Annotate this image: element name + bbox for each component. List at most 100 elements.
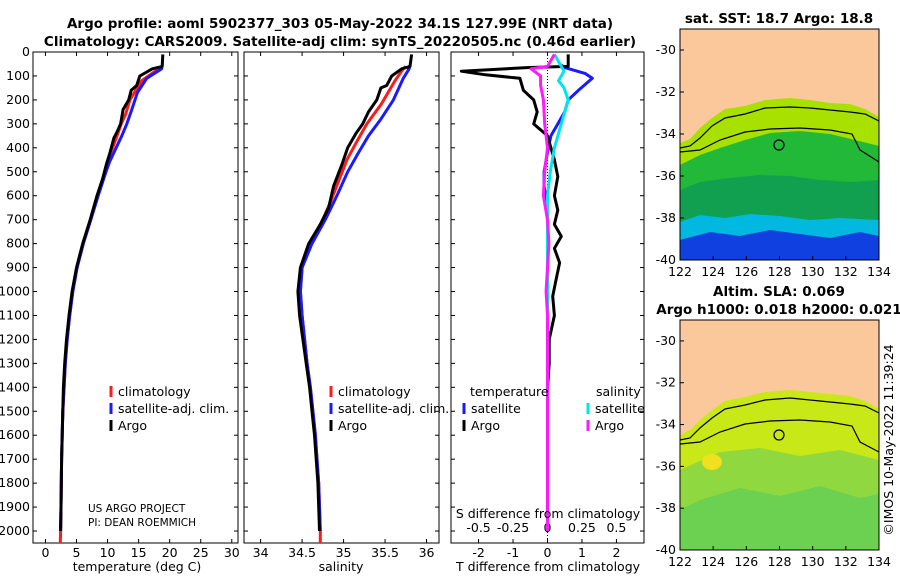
sla-coastline [680,397,879,441]
sst-float-marker [773,139,785,151]
sla-float-marker [773,429,785,441]
depth-tick-label: 400 [6,140,30,155]
temp-series-climatology [58,66,161,544]
sst-xtick-label: 134 [867,264,891,279]
depth-tick-label: 300 [6,116,30,131]
sst-xtick-label: 128 [768,264,792,279]
depth-tick-label: 1200 [0,331,30,346]
sst-ytick-label: -38 [656,210,676,225]
sdiff-tick-label: -0.25 [497,520,529,535]
temp-series-satellite-adj-clim- [59,64,164,532]
depth-tick-label: 600 [6,188,30,203]
sal-xtick-label: 34.5 [288,545,316,560]
depth-tick-label: 700 [6,212,30,227]
temp-panel: 0 5 10 15 20 25 300100200300400500600700800900… [0,44,240,560]
sst-ytick-label: -30 [656,42,676,57]
tdiff-xtick-label: 0 [544,545,552,560]
difference-legend: temperature satellite Argo salinity sate… [462,384,645,433]
depth-tick-label: 800 [6,236,30,251]
sal-frame [243,51,440,544]
sdiff-tick-label: 0.5 [606,520,626,535]
depth-tick-label: 1500 [0,403,30,418]
temp-xtick-label: 25 [193,545,209,560]
sal-xtick-label: 35 [336,545,352,560]
title-line-2: Climatology: CARS2009. Satellite-adj cli… [44,34,636,50]
sla-xtick-label: 128 [768,554,792,569]
tdiff-xtick-label: -2 [472,545,484,560]
sla-shelf-contour [680,419,879,453]
salinity-legend: climatology satellite-adj. clim. Argo [329,384,449,433]
sst-shelf-contour [680,127,879,163]
legend-temp-sat-label: satellite [471,401,521,416]
depth-tick-label: 900 [6,260,30,275]
temp-xlabel: temperature (deg C) [73,559,202,574]
sla-ytick-label: -34 [656,417,676,432]
depth-tick-label: 200 [6,92,30,107]
sst-map-title: sat. SST: 18.7 Argo: 18.8 [685,11,873,27]
depth-tick-label: 100 [6,68,30,83]
credit-project: US ARGO PROJECT [88,503,186,515]
sst-xtick-label: 124 [701,264,725,279]
sla-title: Altim. SLA: 0.069 [713,284,845,300]
sla-ytick-label: -30 [656,333,676,348]
sst-ytick-label: -40 [656,252,676,267]
depth-tick-label: 1900 [0,499,30,514]
temp-xtick-label: 30 [224,545,240,560]
depth-tick-label: 1300 [0,355,30,370]
temperature-legend: climatology satellite-adj. clim. Argo [109,384,229,433]
sdiff-xlabel: S difference from climatology [456,506,641,521]
sst-coastline [680,106,879,149]
sla-band-2 [680,486,879,550]
sla-xtick-label: 134 [867,554,891,569]
legend-sal-argo-label: Argo [595,418,624,433]
sal-xlabel: salinity [319,559,364,574]
temp-frame [32,51,239,544]
sdiff-tick-label: -0.5 [466,520,490,535]
depth-tick-label: 0 [22,44,30,59]
sst-ytick-label: -36 [656,168,676,183]
depth-tick-label: 1800 [0,475,30,490]
depth-tick-label: 1600 [0,427,30,442]
legend-sat-label: satellite-adj. clim. [118,401,229,416]
sst-map: 122 124 126 128 130 132 134 -40 -38 -36 -34 -32 -30 [656,28,891,279]
sla-ytick-label: -38 [656,500,676,515]
sla-xtick-label: 132 [834,554,858,569]
legend-salinity-heading: salinity [596,384,641,399]
sla-xtick-label: 126 [734,554,758,569]
tdiff-series-temperature-satellite [542,63,594,531]
steric-title: Argo h1000: 0.018 h2000: 0.021 [656,302,900,318]
sal-xtick-label: 34 [253,545,269,560]
title-line-1: Argo profile: aoml 5902377_303 05-May-20… [67,16,613,32]
sal-xtick-label: 36 [419,545,435,560]
tdiff-series-salinity-argo [529,53,556,531]
sla-map: 122 124 126 128 130 132 134 -40 -38 -36 -34 -32 -30 [656,319,891,569]
sal-xtick-label: 35.5 [371,545,399,560]
temp-xtick-label: 15 [131,545,147,560]
credit-pi: PI: DEAN ROEMMICH [88,517,196,529]
legend-sal-sat-label: satellite [595,401,645,416]
depth-tick-label: 500 [6,164,30,179]
tdiff-xtick-label: 1 [578,545,586,560]
sla-ytick-label: -40 [656,542,676,557]
sla-xtick-label: 122 [668,554,692,569]
tdiff-xtick-label: -1 [507,545,519,560]
sst-ytick-label: -32 [656,84,676,99]
legend-temperature-heading: temperature [470,384,549,399]
sst-ytick-label: -34 [656,126,676,141]
depth-tick-label: 1000 [0,284,30,299]
temp-xtick-label: 0 [41,545,49,560]
tdiff-xtick-label: 2 [612,545,620,560]
temp-xtick-label: 10 [100,545,116,560]
temp-xtick-label: 20 [162,545,178,560]
sst-xtick-label: 122 [668,264,692,279]
legend-clim-label: climatology [118,384,191,399]
sla-ytick-label: -32 [656,375,676,390]
sla-xtick-label: 130 [801,554,825,569]
sal-panel: 34 34.5 35 35.5 36 [243,51,440,560]
legend-argo-label: Argo [338,418,367,433]
sst-cold-band [680,230,879,260]
tdiff-series-temperature-argo [459,54,570,531]
sdiff-tick-label: 0.25 [568,520,596,535]
sla-anomaly-high [702,454,722,470]
